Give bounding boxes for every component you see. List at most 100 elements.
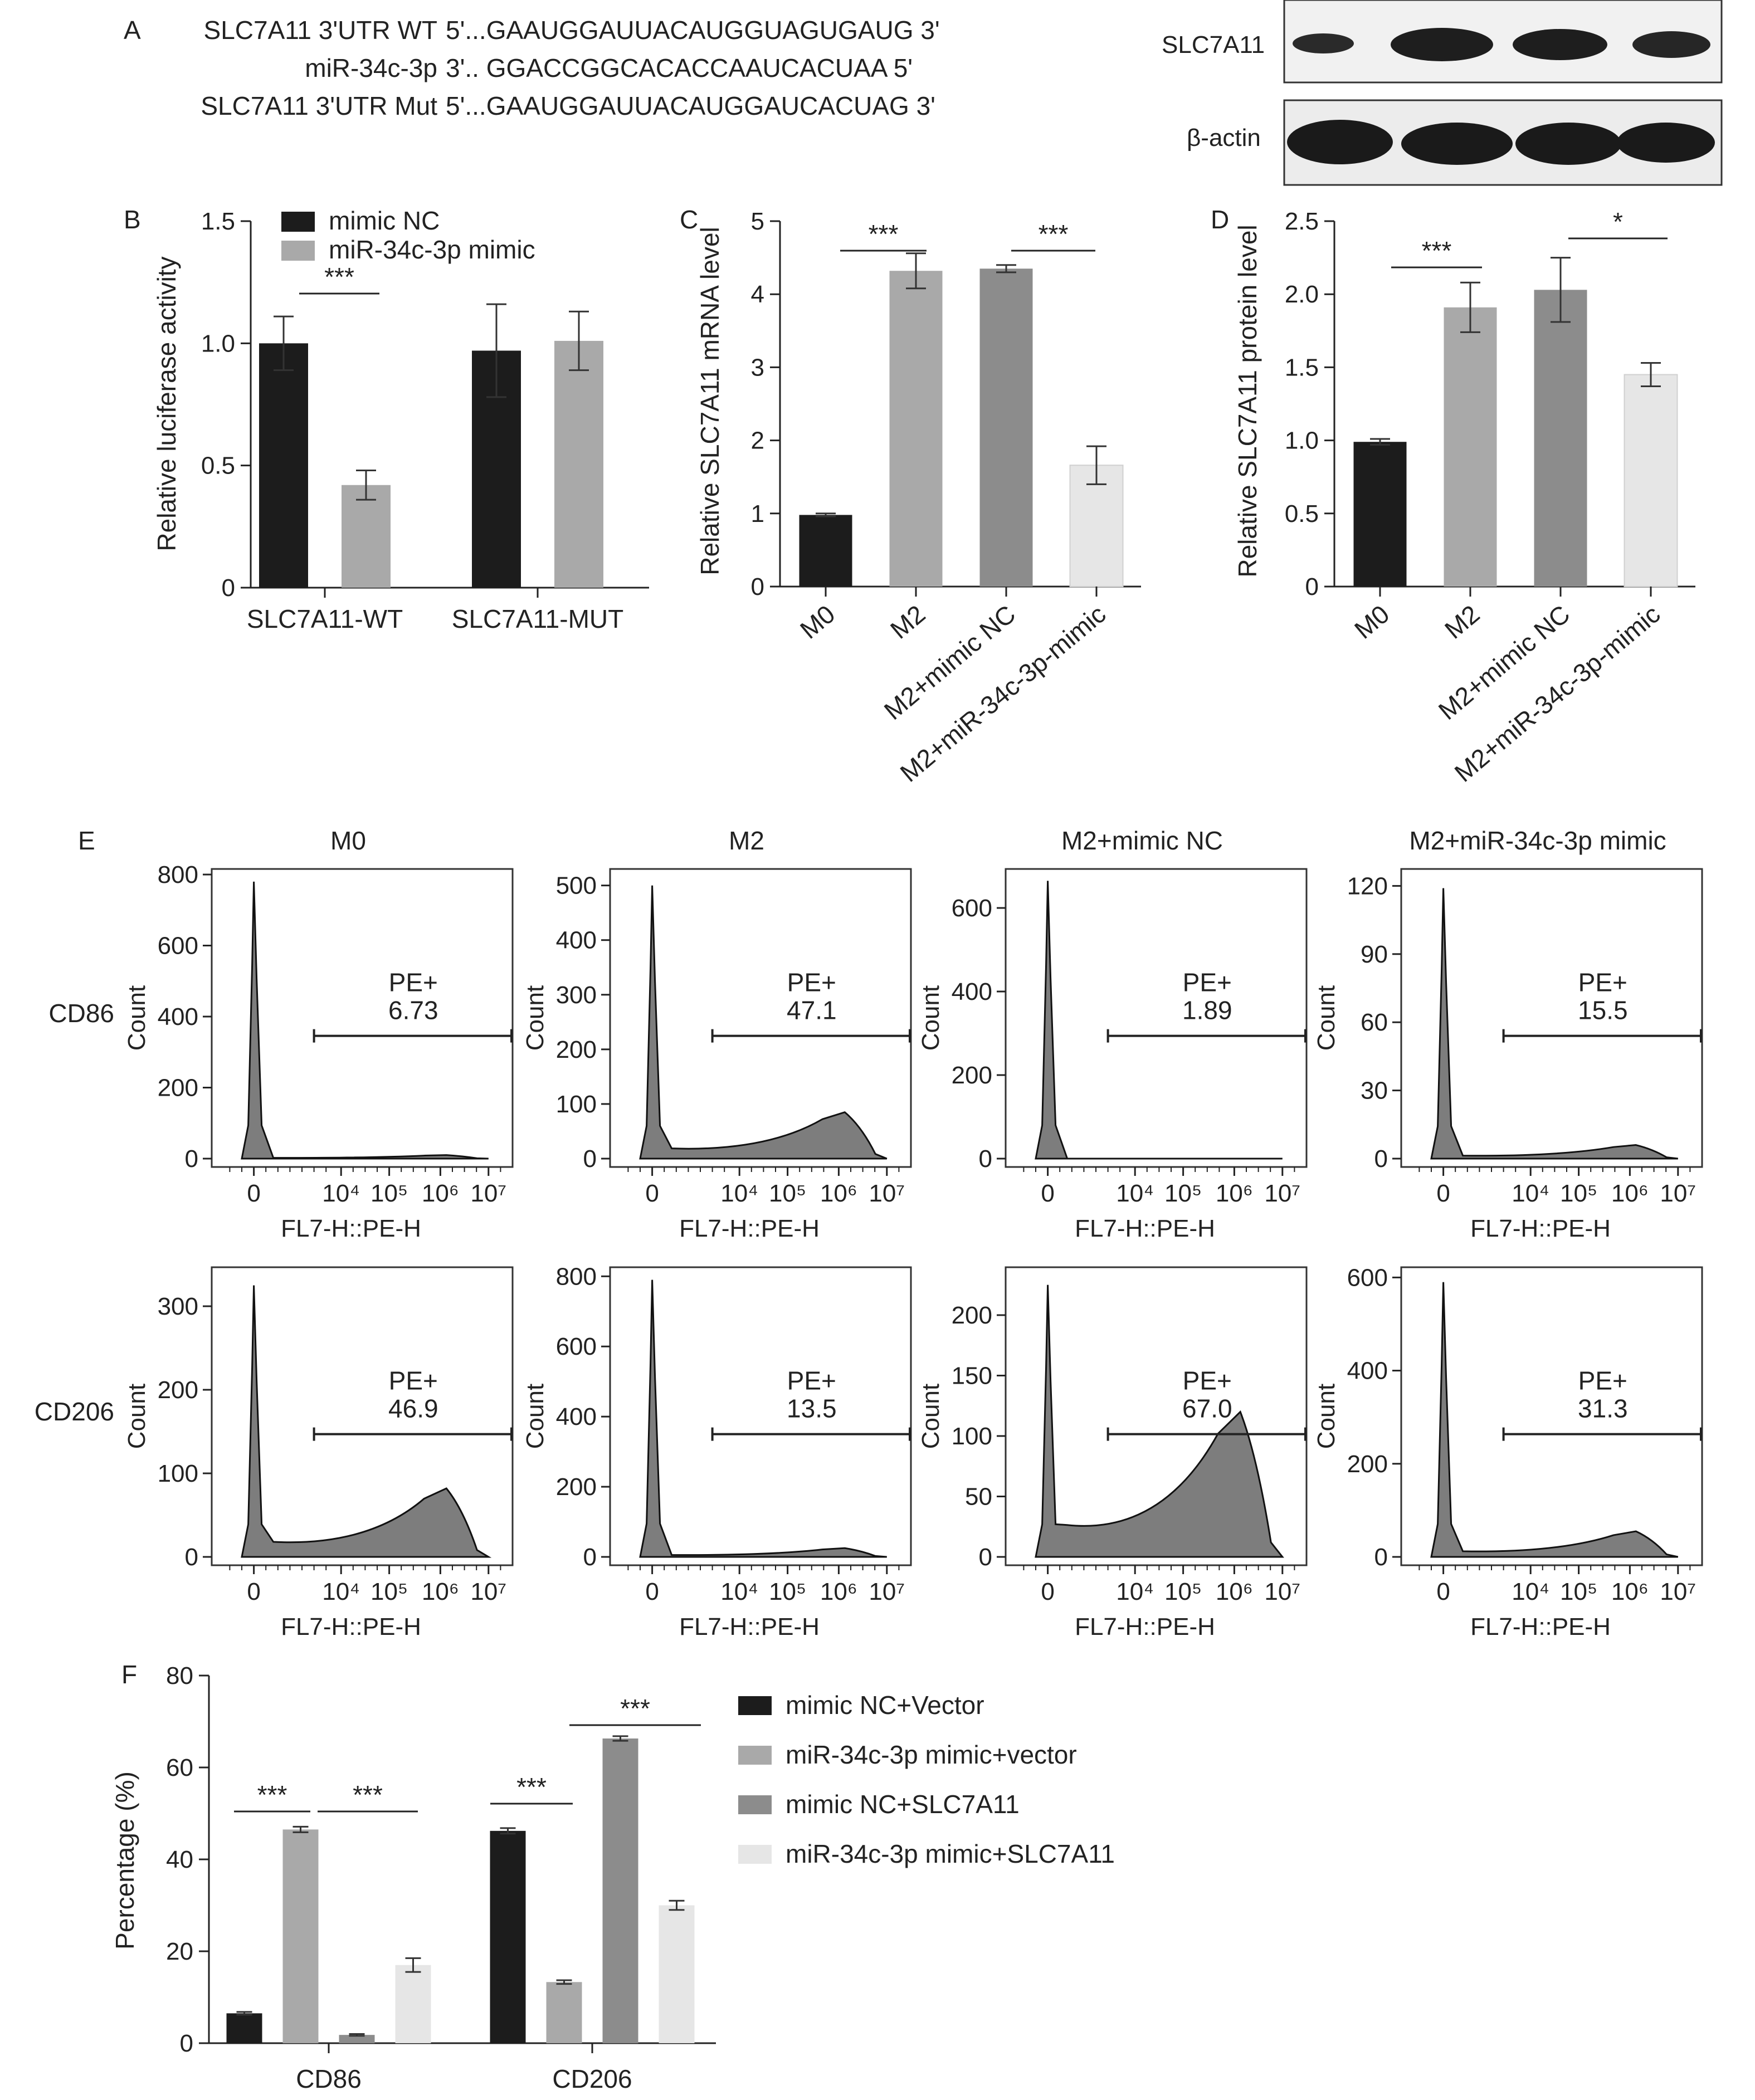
significance-label: ***	[324, 262, 354, 291]
bar	[1624, 374, 1678, 588]
y-tick-label: 600	[952, 895, 992, 922]
legend-label: miR-34c-3p mimic+SLC7A11	[786, 1839, 1115, 1868]
significance-label: *	[1613, 207, 1623, 236]
x-tick-label: 10⁷	[470, 1180, 506, 1207]
histogram-shape	[1430, 1282, 1679, 1558]
y-tick-label: 2	[751, 427, 764, 455]
y-tick-label: 400	[1347, 1357, 1388, 1385]
y-tick-label: 300	[158, 1293, 198, 1320]
y-tick-label: 0.5	[201, 452, 235, 480]
y-tick-label: 600	[556, 1333, 597, 1360]
bar	[659, 1905, 695, 2043]
x-tick-label: 10⁵	[370, 1578, 408, 1605]
bar	[395, 1965, 431, 2043]
y-tick-label: 0	[583, 1544, 597, 1571]
y-tick-label: 80	[166, 1662, 193, 1689]
gate-percentage: 47.1	[787, 996, 837, 1025]
x-tick-label: 0	[1436, 1578, 1450, 1605]
y-tick-label: 600	[1347, 1264, 1388, 1291]
x-tick-label: 10⁴	[720, 1578, 758, 1605]
bar	[889, 271, 943, 587]
blot-band	[1293, 33, 1354, 53]
x-tick-label: 0	[1041, 1578, 1054, 1605]
y-tick-label: 200	[1347, 1451, 1388, 1478]
legend-swatch	[738, 1845, 772, 1864]
blot-band	[1632, 31, 1710, 58]
legend-swatch	[738, 1696, 772, 1715]
y-tick-label: 600	[158, 932, 198, 960]
charts-layer: B 0 0.5 1.0 1.5 Relative luciferase activity S…	[35, 205, 1703, 2093]
x-tick-label: 10⁴	[1512, 1578, 1549, 1605]
bar	[1444, 307, 1497, 587]
bar	[226, 2013, 262, 2043]
legend-label: miR-34c-3p mimic+vector	[786, 1740, 1077, 1769]
bar	[979, 268, 1033, 587]
x-tick-label: 10⁷	[1264, 1578, 1300, 1605]
panel-a: A SLC7A11 3'UTR WT 5'...GAAUGGAUUACAUGGU…	[124, 16, 940, 120]
x-tick-label: 0	[645, 1578, 659, 1605]
x-tick-label: 0	[1041, 1180, 1054, 1207]
x-axis-label: FL7-H::PE-H	[1470, 1215, 1611, 1242]
x-tick-label: 10⁶	[422, 1578, 459, 1605]
histogram-shape	[241, 881, 489, 1160]
y-axis-label: Count	[1313, 985, 1340, 1051]
bar	[799, 515, 852, 587]
x-tick-label: 10⁷	[1264, 1180, 1300, 1207]
y-tick-label: 0	[1374, 1544, 1388, 1571]
y-axis-label: Count	[123, 1384, 150, 1449]
x-tick-label: 10⁵	[769, 1578, 806, 1605]
blot-band	[1513, 29, 1607, 60]
bar	[554, 340, 603, 588]
row-label: CD206	[35, 1397, 114, 1426]
gate-percentage: 13.5	[787, 1394, 837, 1423]
y-tick-label: 400	[556, 1403, 597, 1430]
x-tick-label: M0	[1349, 599, 1395, 644]
bar	[546, 1982, 582, 2043]
legend-label: mimic NC+SLC7A11	[786, 1790, 1020, 1819]
legend-label: mimic NC	[329, 206, 440, 235]
significance-label: ***	[869, 219, 899, 248]
x-tick-label: 10⁷	[869, 1578, 905, 1605]
y-tick-label: 0.5	[1285, 500, 1319, 528]
significance-label: ***	[1039, 219, 1069, 248]
x-axis-label: FL7-H::PE-H	[679, 1215, 820, 1242]
column-title: M2	[729, 826, 764, 855]
blot-band	[1617, 123, 1715, 163]
y-tick-label: 0	[751, 573, 764, 600]
y-tick-label: 0	[979, 1145, 992, 1173]
legend-swatch	[738, 1746, 772, 1765]
y-tick-label: 0	[1305, 573, 1319, 600]
bar	[1069, 465, 1124, 588]
panel-letter-e: E	[78, 826, 95, 855]
bar	[1353, 442, 1407, 587]
gate-label: PE+	[1183, 1366, 1232, 1395]
bar	[282, 1829, 319, 2043]
gate-percentage: 1.89	[1182, 996, 1232, 1025]
y-axis-label: Count	[1313, 1384, 1340, 1449]
y-tick-label: 400	[158, 1003, 198, 1031]
column-title: M2+miR-34c-3p mimic	[1409, 826, 1666, 855]
y-tick-label: 200	[556, 1473, 597, 1501]
y-tick-label: 100	[158, 1460, 198, 1487]
y-tick-label: 100	[556, 1091, 597, 1118]
significance-label: ***	[353, 1780, 383, 1809]
bar	[490, 1830, 526, 2043]
y-tick-label: 0	[222, 574, 235, 602]
y-tick-label: 400	[952, 978, 992, 1005]
x-tick-label: SLC7A11-MUT	[452, 604, 623, 633]
blot-band	[1391, 28, 1493, 61]
significance-label: ***	[1422, 236, 1452, 265]
y-tick-label: 90	[1361, 941, 1388, 968]
x-tick-label: 10⁵	[1560, 1180, 1597, 1207]
y-tick-label: 30	[1361, 1077, 1388, 1105]
x-tick-label: 10⁵	[1164, 1180, 1202, 1207]
sequence-label-mut: SLC7A11 3'UTR Mut	[201, 91, 437, 120]
y-axis-label: Count	[521, 1384, 549, 1449]
x-tick-label: M2	[885, 599, 930, 644]
y-tick-label: 0	[185, 1544, 198, 1571]
y-tick-label: 200	[556, 1036, 597, 1063]
x-tick-label: 10⁷	[869, 1180, 905, 1207]
y-tick-label: 20	[166, 1938, 193, 1965]
gate-label: PE+	[1578, 968, 1627, 997]
y-tick-label: 200	[158, 1376, 198, 1404]
